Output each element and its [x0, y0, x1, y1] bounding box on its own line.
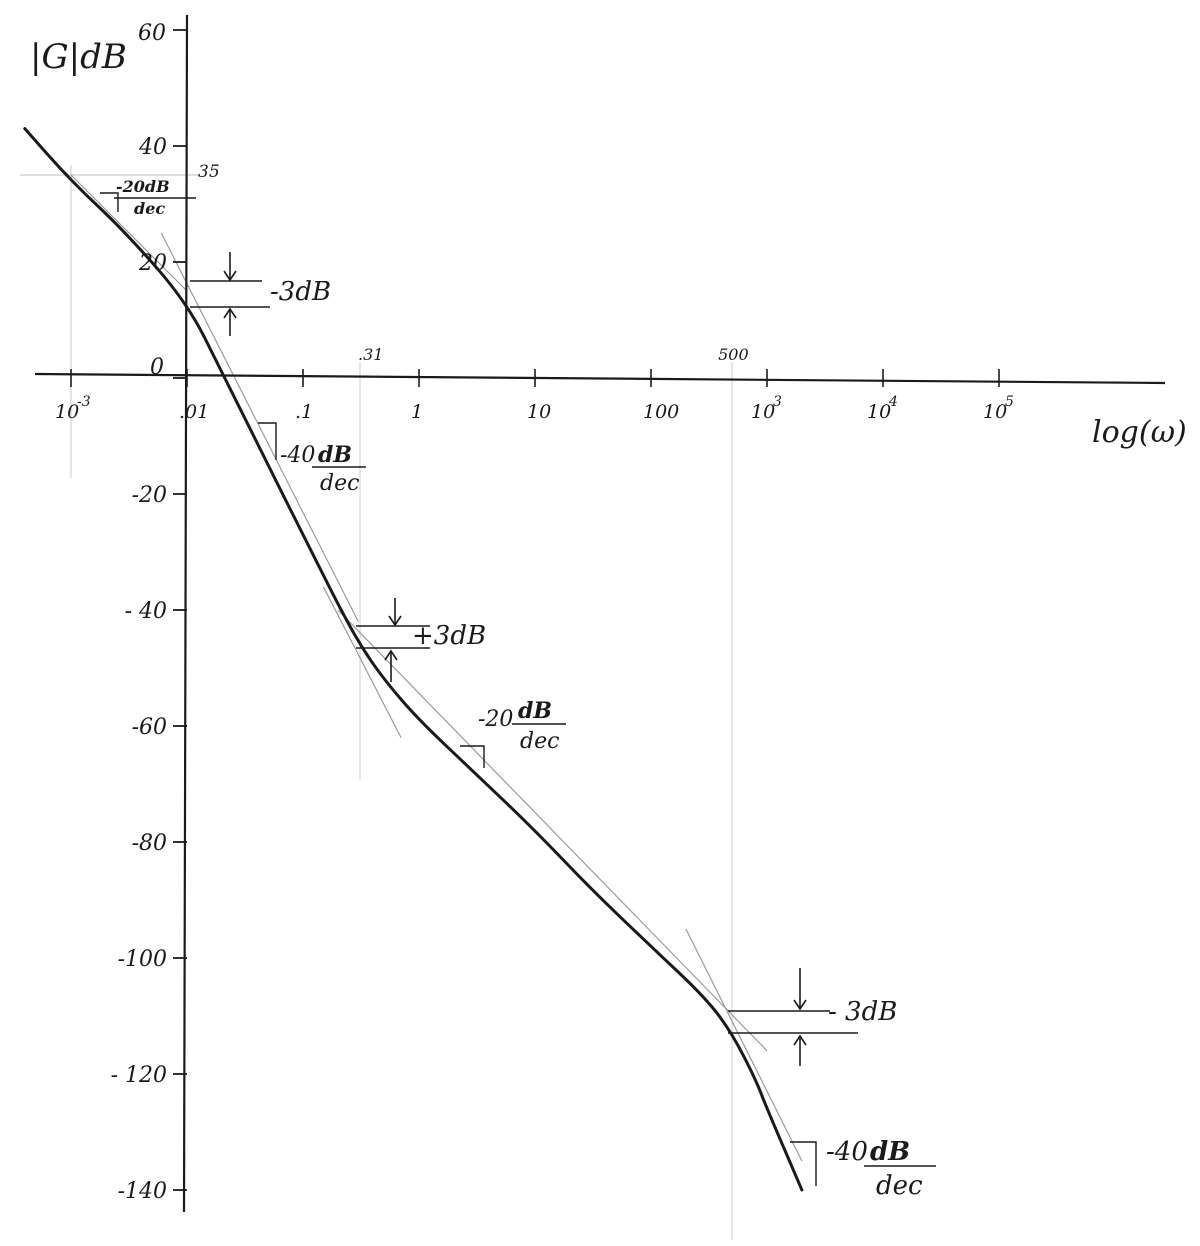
asymptote-line: [70, 174, 188, 292]
asymptotes: [70, 174, 803, 1162]
db-note-3: - 3dB: [828, 997, 897, 1027]
x-tick-label: 10: [983, 401, 1007, 423]
x-tick-label-exponent: 4: [888, 394, 898, 410]
slope-1-value: -20dB: [116, 177, 170, 196]
x-tick-label-exponent: -3: [77, 394, 91, 410]
y-tick-label: -20: [132, 483, 167, 508]
slope-2-unit: dec: [320, 471, 359, 496]
slope-annotation-1: -20dB dec: [114, 177, 196, 218]
x-tick-label: .1: [295, 401, 313, 423]
y-tick-label: -140: [118, 1179, 167, 1204]
y-tick-label: -100: [118, 947, 167, 972]
x-tick-label: 100: [643, 401, 679, 423]
y-axis-line: [182, 14, 189, 1213]
marked-x-label: 500: [718, 345, 749, 364]
slope-annotation-4: -40 dB dec: [826, 1137, 936, 1201]
db-note-1: -3dB: [270, 277, 331, 307]
correction-marker-3: [728, 968, 858, 1066]
slope-3-unit: dec: [520, 729, 559, 754]
x-tick-label: 10: [867, 401, 891, 423]
magnitude-curve: [23, 127, 804, 1192]
x-tick-label: 10: [527, 401, 551, 423]
y-tick-label: 40: [138, 135, 167, 160]
x-axis-title: log(ω): [1092, 415, 1187, 450]
slope-4-unit: dec: [876, 1171, 923, 1201]
slope-3-value: -20: [478, 707, 513, 732]
x-tick-label-exponent: 3: [773, 394, 782, 410]
x-tick-label-exponent: 5: [1005, 394, 1014, 410]
y-tick-label: 0: [150, 355, 164, 380]
x-tick-label: 10: [55, 401, 79, 423]
slope-1-unit: dec: [134, 199, 165, 218]
x-tick-label: 1: [411, 401, 423, 423]
asymptote-line: [337, 609, 768, 1052]
slope-triangles: [100, 192, 817, 1186]
asymptote-line: [685, 928, 803, 1162]
slope-3-unit-db: dB: [518, 698, 552, 724]
asymptote-line: [160, 232, 359, 622]
magnitude-curve-path: [23, 127, 804, 1192]
marked-y-label: 35: [198, 162, 220, 182]
y-tick-label: - 40: [125, 599, 167, 624]
y-tick-label: 60: [138, 21, 166, 46]
slope-4-value: -40: [826, 1137, 868, 1167]
correction-marker-1: [190, 252, 270, 336]
x-tick-label: .01: [179, 401, 209, 423]
reference-lines: .31 500 35: [20, 162, 749, 1240]
slope-4-unit-db: dB: [870, 1137, 910, 1167]
y-tick-label: - 120: [111, 1063, 167, 1088]
slope-annotation-2: -40 dB dec: [280, 442, 366, 496]
correction-marker-2: [356, 598, 430, 682]
asymptote-line: [322, 586, 402, 738]
x-tick-label: 10: [751, 401, 775, 423]
slope-2-value: -40: [280, 443, 315, 468]
y-axis-title: |G|dB: [30, 37, 127, 77]
slope-annotation-3: -20 dB dec: [478, 698, 566, 754]
x-axis-line: [34, 372, 1166, 385]
slope-2-unit-db: dB: [318, 442, 352, 468]
marked-x-label: .31: [358, 345, 383, 364]
y-tick-label: -80: [132, 831, 167, 856]
y-tick-label: -60: [132, 715, 167, 740]
